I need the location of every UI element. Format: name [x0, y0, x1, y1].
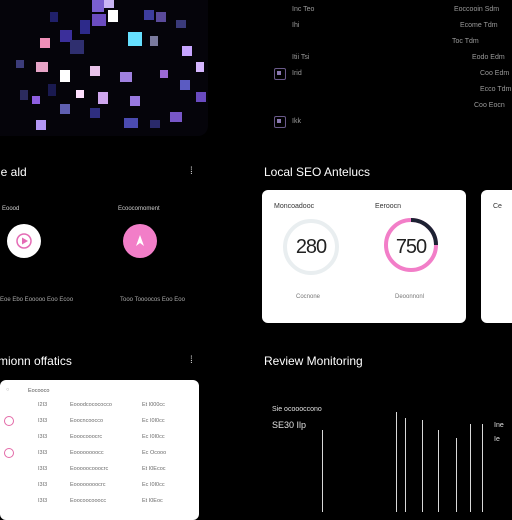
- notifications-table: ○ Eocooco I2I3 Eooodcocococco Et I000cc I3I…: [0, 380, 199, 520]
- review-bar: [405, 418, 406, 512]
- metric-label: Eeroocn: [375, 203, 402, 210]
- list-item-right: Ecome Tdm: [460, 22, 498, 29]
- table-cell: I3I3: [38, 466, 48, 472]
- item-label: Eoood: [2, 206, 20, 212]
- table-cell: I2I3: [38, 402, 48, 408]
- table-cell: I3I3: [38, 450, 48, 456]
- table-cell: Ec Ocooo: [142, 450, 167, 456]
- gauge-traffic: [283, 219, 339, 275]
- seo-title: Local SEO Antelucs: [264, 165, 371, 179]
- review-side-2: Ie: [494, 436, 500, 443]
- review-title: Review Monitoring: [264, 354, 363, 368]
- review-bar: [438, 430, 439, 512]
- alert-icon[interactable]: [4, 448, 14, 458]
- metric-sub: Deoonnonl: [395, 294, 425, 300]
- alert-icon[interactable]: [4, 416, 14, 426]
- metric-sub: Cocnone: [296, 294, 321, 300]
- review-bar: [470, 424, 471, 512]
- table-cell: I3I3: [38, 418, 48, 424]
- list-item-right: Eoccooin Sdm: [454, 6, 500, 13]
- metric-label: Moncoadooc: [274, 203, 315, 210]
- gauge-value: 280: [295, 236, 327, 258]
- seo-card-partial: Ce: [481, 190, 512, 323]
- seo-card: Moncoadooc Eeroocn 280 750 Cocnone Deoon…: [262, 190, 466, 323]
- review-line-1: Sie ocoooccono: [272, 406, 322, 413]
- list-item-left: Inc Teo: [292, 6, 315, 13]
- table-cell: Eoocoocooocc: [70, 498, 107, 504]
- list-item-left: Itii Tsi: [292, 54, 310, 61]
- play-button[interactable]: [7, 224, 41, 258]
- table-cell: Eoooooooocrc: [70, 482, 106, 488]
- table-cell: Eooodcocococco: [70, 402, 112, 408]
- item-label: Ecoocomoment: [118, 206, 160, 212]
- item-sub: Eoe Ebo Eooooo Eoo Ecoo: [0, 297, 74, 303]
- gauge-value: 750: [395, 236, 427, 258]
- review-bar: [396, 412, 397, 512]
- list-item-right: Coo Edm: [480, 70, 510, 77]
- compass-icon: [136, 235, 144, 246]
- list-item-left: Ikk: [292, 118, 301, 125]
- review-side-1: Ine: [494, 422, 504, 429]
- table-cell: Eooooocooocrc: [70, 466, 109, 472]
- notifications-title: mionn offatics: [0, 354, 72, 368]
- list-item-left: Irid: [292, 70, 302, 77]
- item-sub: Tooo Toooocos Eoo Eoo: [120, 297, 185, 303]
- gauge-reviews: [384, 218, 438, 272]
- table-cell: I3I3: [38, 482, 48, 488]
- list-item-left: Ihi: [292, 22, 300, 29]
- section-title: le ald: [0, 165, 27, 179]
- review-bar: [322, 430, 323, 512]
- table-cell: Et I0Ecoc: [142, 466, 166, 472]
- list-item-icon[interactable]: [274, 68, 286, 80]
- list-item-right: Coo Eocn: [474, 102, 505, 109]
- hero-mosaic-image: [0, 0, 208, 136]
- table-cell: I3I3: [38, 434, 48, 440]
- header-indicator: ○: [6, 387, 10, 393]
- list-item-right: Ecco Tdm: [480, 86, 512, 93]
- table-cell: I3I3: [38, 498, 48, 504]
- navigate-button[interactable]: [123, 224, 157, 258]
- table-cell: Ec I0I0cc: [142, 482, 165, 488]
- list-item-icon[interactable]: [274, 116, 286, 128]
- table-cell: Ec I0I0cc: [142, 418, 165, 424]
- review-bar: [482, 424, 483, 512]
- table-cell: Ec I0I0cc: [142, 434, 165, 440]
- table-cell: Et I000cc: [142, 402, 165, 408]
- table-cell: Eooocooocrc: [70, 434, 103, 440]
- section-more-icon[interactable]: ⁞: [190, 166, 193, 177]
- list-item-right: Toc Tdm: [452, 38, 479, 45]
- review-bar: [456, 438, 457, 512]
- table-cell: Eoocncoocco: [70, 418, 104, 424]
- table-cell: Et I0Eoc: [142, 498, 163, 504]
- table-cell: Eoooooooocc: [70, 450, 104, 456]
- list-item-right: Eodo Edm: [472, 54, 505, 61]
- table-header: Eocooco: [28, 388, 50, 394]
- review-bar: [422, 420, 423, 512]
- play-icon: [16, 233, 32, 249]
- review-line-2: SE30 Ilp: [272, 420, 307, 430]
- metric-label: Ce: [493, 203, 502, 210]
- section-more-icon[interactable]: ⁞: [190, 355, 193, 366]
